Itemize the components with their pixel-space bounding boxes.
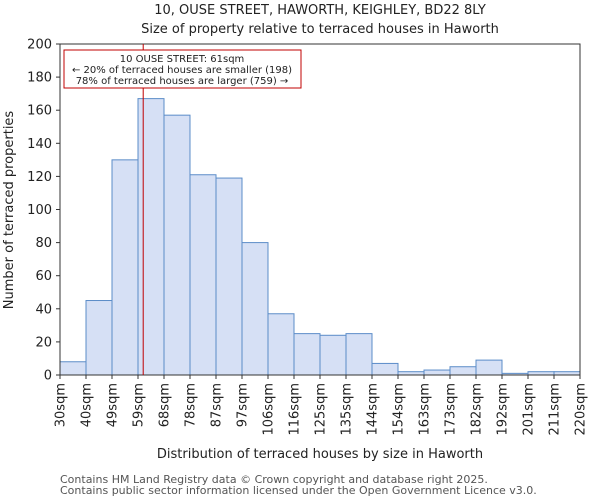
x-tick-label: 87sqm	[210, 383, 225, 427]
annotation-line-3: 78% of terraced houses are larger (759) …	[76, 76, 289, 87]
bar-182sqm	[475, 359, 503, 376]
footer-line-2: Contains public sector information licen…	[60, 484, 537, 497]
x-tick-label: 135sqm	[340, 383, 355, 436]
annotation-box	[63, 49, 302, 89]
y-tick-label: 60	[35, 269, 52, 284]
x-tick-label: 201sqm	[522, 383, 537, 436]
y-axis-ticks: 0 20 40 60 80 100 120 140 160 180 200	[27, 38, 60, 384]
x-tick-label: 116sqm	[288, 383, 303, 436]
bar-173sqm	[449, 366, 477, 376]
x-tick-label: 49sqm	[106, 383, 121, 427]
chart-title: 10, OUSE STREET, HAWORTH, KEIGHLEY, BD22…	[154, 3, 486, 18]
x-tick-label: 78sqm	[184, 383, 199, 427]
x-tick-label: 30sqm	[54, 383, 69, 427]
annotation-line-2: ← 20% of terraced houses are smaller (19…	[72, 65, 292, 76]
x-axis-label: Distribution of terraced houses by size …	[157, 447, 483, 462]
property-annotation: 10 OUSE STREET: 61sqm ← 20% of terraced …	[63, 49, 302, 89]
bar-97sqm	[241, 242, 269, 376]
x-tick-label: 182sqm	[470, 383, 485, 436]
y-tick-label: 140	[27, 137, 52, 152]
y-tick-label: 20	[35, 335, 52, 350]
x-tick-label: 125sqm	[314, 383, 329, 436]
plot-frame	[59, 43, 581, 376]
x-tick-label: 97sqm	[236, 383, 251, 427]
x-tick-label: 192sqm	[496, 383, 511, 436]
y-tick-label: 80	[35, 236, 52, 251]
x-tick-label: 173sqm	[444, 383, 459, 436]
footer-line-1: Contains HM Land Registry data © Crown c…	[60, 473, 488, 486]
bar-135sqm	[345, 333, 373, 376]
x-tick-label: 144sqm	[366, 383, 381, 436]
chart-subtitle: Size of property relative to terraced ho…	[141, 22, 499, 37]
y-axis-label: Number of terraced properties	[2, 111, 17, 310]
y-tick-label: 100	[27, 203, 52, 218]
x-tick-label: 220sqm	[574, 383, 589, 436]
y-tick-label: 120	[27, 170, 52, 185]
bar-125sqm	[319, 334, 347, 376]
bar-59sqm	[137, 98, 165, 376]
bar-78sqm	[189, 174, 217, 376]
bar-40sqm	[85, 300, 113, 376]
bar-87sqm	[215, 177, 243, 376]
x-tick-label: 106sqm	[262, 383, 277, 436]
y-tick-label: 180	[27, 71, 52, 86]
bar-49sqm	[111, 159, 139, 376]
x-axis-ticks: 30sqm 40sqm 49sqm 59sqm 68sqm 78sqm 87sqm 97sqm…	[54, 375, 589, 436]
x-tick-label: 211sqm	[548, 383, 563, 436]
y-tick-label: 200	[27, 38, 52, 53]
x-tick-label: 59sqm	[132, 383, 147, 427]
bar-30sqm	[59, 361, 87, 376]
y-tick-label: 160	[27, 104, 52, 119]
x-tick-label: 154sqm	[392, 383, 407, 436]
y-tick-label: 0	[44, 369, 52, 384]
x-tick-label: 68sqm	[158, 383, 173, 427]
bar-116sqm	[293, 333, 321, 376]
x-tick-label: 163sqm	[418, 383, 433, 436]
y-tick-label: 40	[35, 302, 52, 317]
bar-68sqm	[163, 114, 191, 376]
bar-106sqm	[267, 313, 295, 376]
bars-group	[59, 98, 581, 376]
x-tick-label: 40sqm	[80, 383, 95, 427]
bar-163sqm	[423, 369, 451, 376]
annotation-line-1: 10 OUSE STREET: 61sqm	[120, 54, 245, 65]
bar-144sqm	[371, 362, 399, 376]
